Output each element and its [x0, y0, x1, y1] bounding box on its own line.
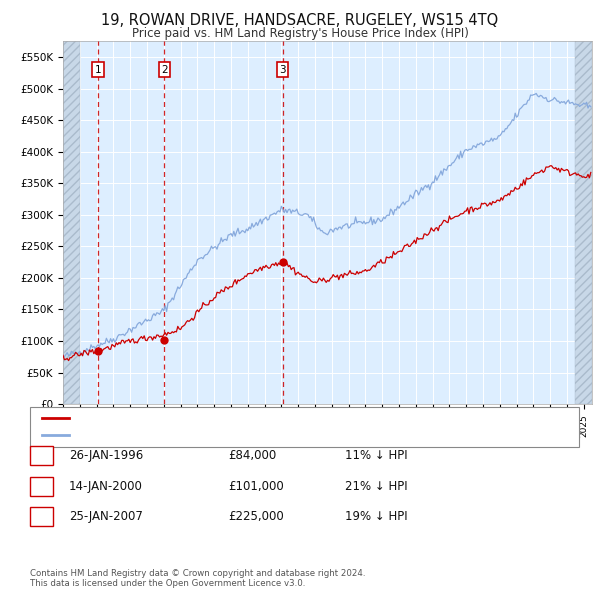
Text: 14-JAN-2000: 14-JAN-2000: [69, 480, 143, 493]
Text: Contains HM Land Registry data © Crown copyright and database right 2024.
This d: Contains HM Land Registry data © Crown c…: [30, 569, 365, 588]
Text: £84,000: £84,000: [228, 449, 276, 462]
Text: HPI: Average price, detached house, Lichfield: HPI: Average price, detached house, Lich…: [75, 430, 312, 440]
Text: 2: 2: [38, 480, 45, 493]
Text: 3: 3: [279, 65, 286, 75]
Text: 2: 2: [161, 65, 168, 75]
Text: £225,000: £225,000: [228, 510, 284, 523]
Text: 11% ↓ HPI: 11% ↓ HPI: [345, 449, 407, 462]
Text: 19, ROWAN DRIVE, HANDSACRE, RUGELEY, WS15 4TQ: 19, ROWAN DRIVE, HANDSACRE, RUGELEY, WS1…: [101, 13, 499, 28]
Text: 21% ↓ HPI: 21% ↓ HPI: [345, 480, 407, 493]
Text: £101,000: £101,000: [228, 480, 284, 493]
Text: 25-JAN-2007: 25-JAN-2007: [69, 510, 143, 523]
Bar: [63, 41, 80, 404]
Bar: [575, 41, 592, 404]
Text: Price paid vs. HM Land Registry's House Price Index (HPI): Price paid vs. HM Land Registry's House …: [131, 27, 469, 40]
Text: 19% ↓ HPI: 19% ↓ HPI: [345, 510, 407, 523]
Text: 19, ROWAN DRIVE, HANDSACRE, RUGELEY, WS15 4TQ (detached house): 19, ROWAN DRIVE, HANDSACRE, RUGELEY, WS1…: [75, 413, 452, 423]
Text: 1: 1: [95, 65, 101, 75]
Text: 1: 1: [38, 449, 45, 462]
Text: 26-JAN-1996: 26-JAN-1996: [69, 449, 143, 462]
Text: 3: 3: [38, 510, 45, 523]
